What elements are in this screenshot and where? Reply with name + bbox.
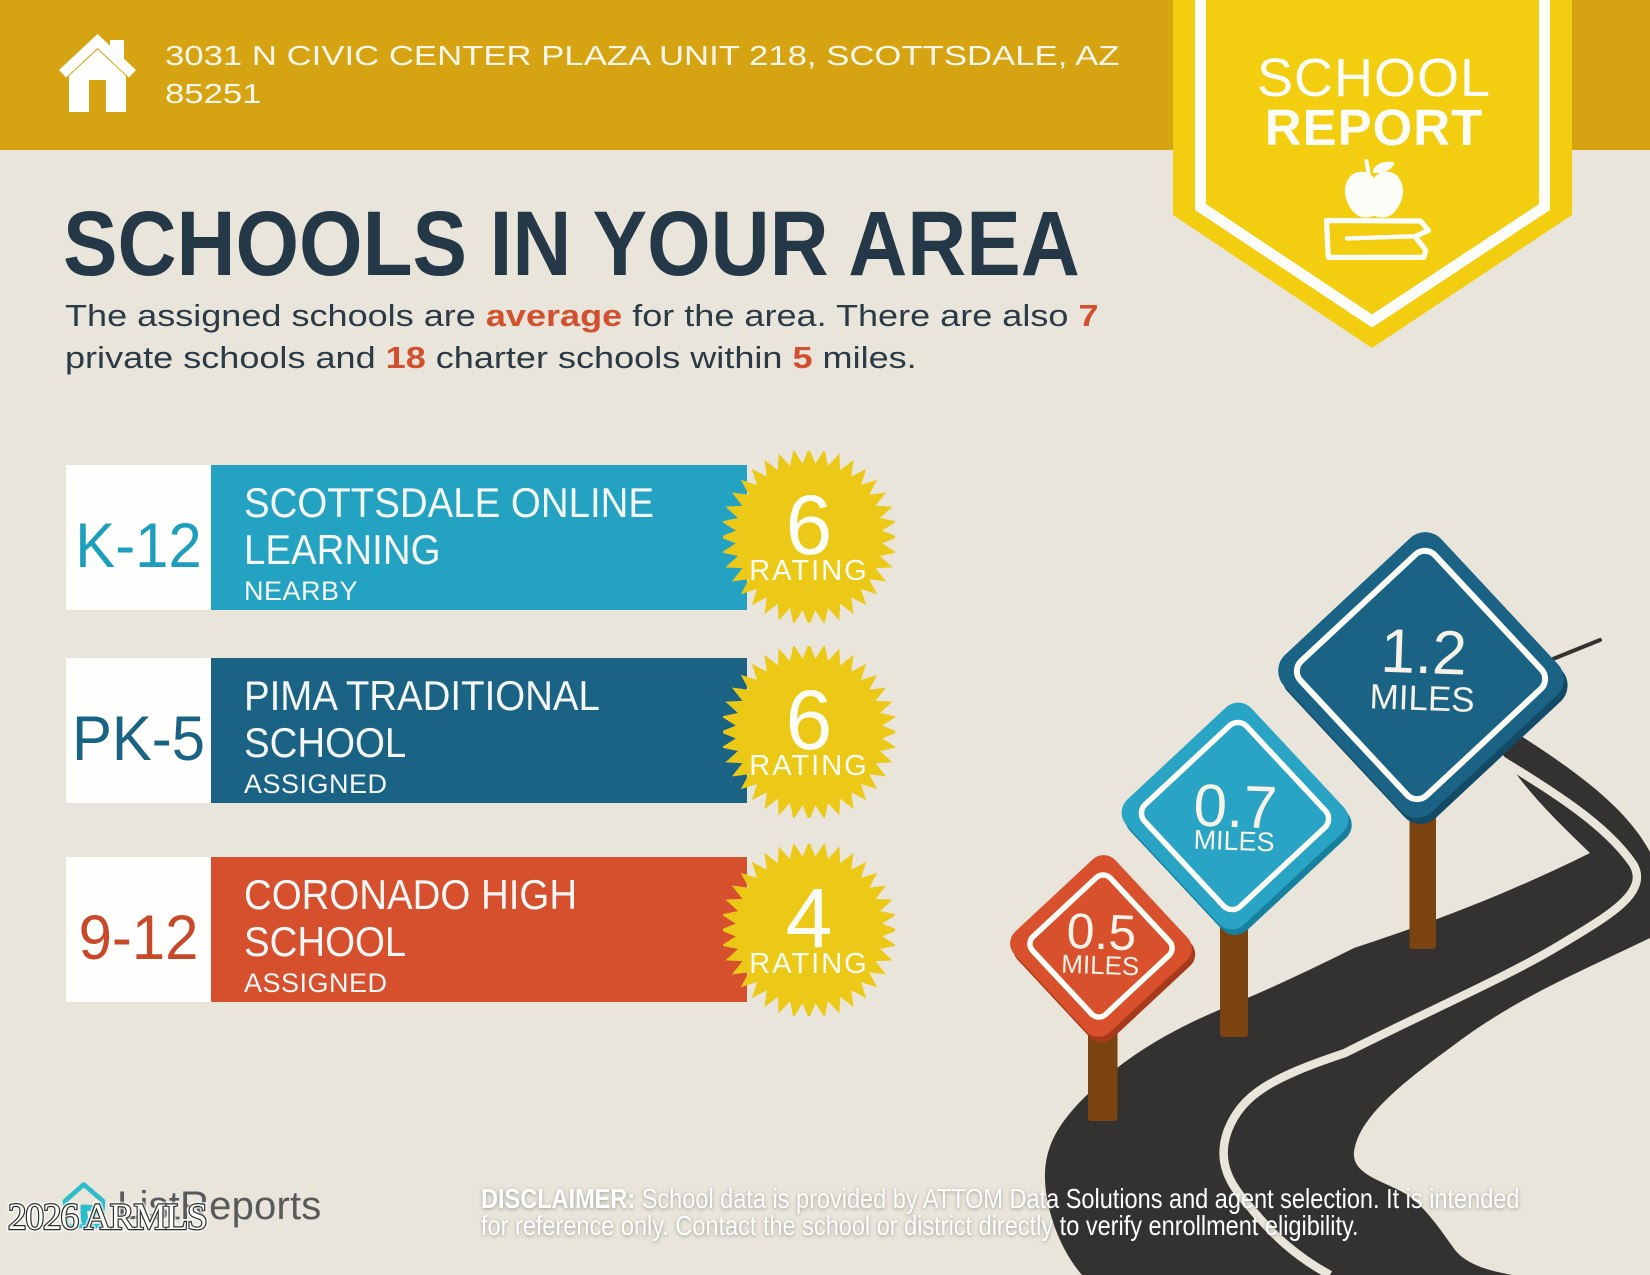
svg-text:RATING: RATING [749, 750, 868, 782]
svg-text:2026 ARMLS: 2026 ARMLS [8, 1197, 207, 1238]
svg-text:1.2: 1.2 [1380, 617, 1469, 689]
svg-text:RATING: RATING [749, 555, 868, 587]
svg-text:4: 4 [786, 871, 833, 965]
svg-text:6: 6 [786, 478, 833, 572]
svg-text:6: 6 [786, 673, 833, 767]
svg-text:MILES: MILES [1369, 677, 1475, 720]
svg-text:0.7: 0.7 [1192, 772, 1278, 842]
svg-text:MILES: MILES [1193, 825, 1275, 858]
svg-text:MILES: MILES [1061, 949, 1140, 982]
svg-text:REPORT: REPORT [1265, 99, 1484, 156]
svg-text:SCHOOL: SCHOOL [1257, 48, 1491, 108]
svg-text:0.5: 0.5 [1066, 903, 1137, 961]
svg-text:2026 ARMLS: 2026 ARMLS [8, 1197, 207, 1238]
svg-text:RATING: RATING [749, 948, 868, 980]
